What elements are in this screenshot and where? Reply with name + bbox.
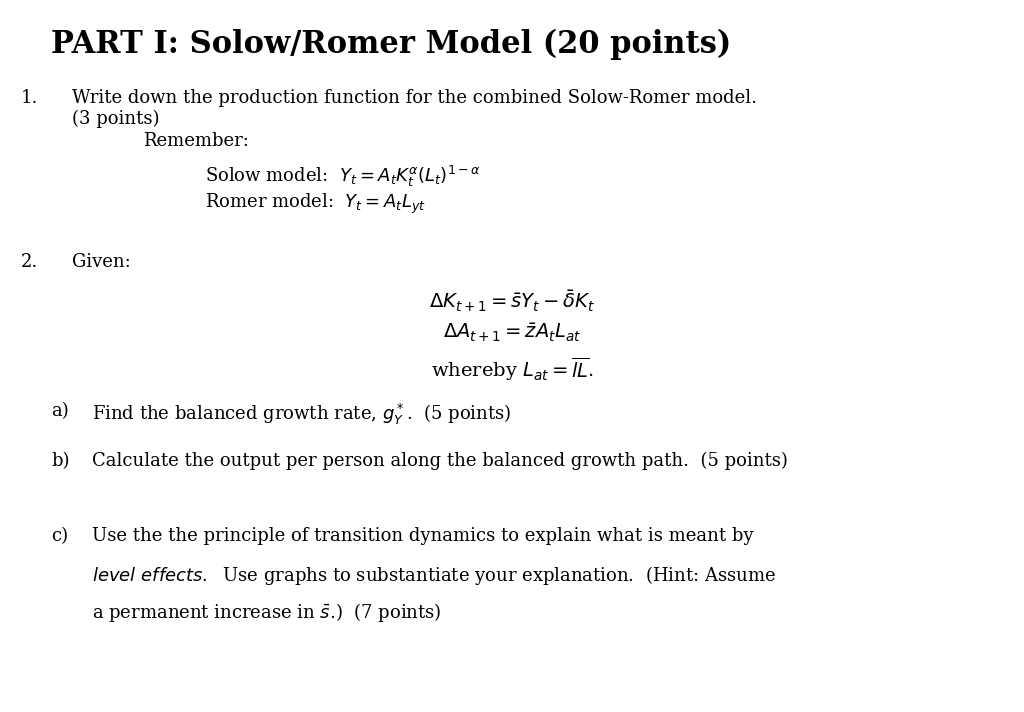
Text: Given:: Given: <box>72 253 130 271</box>
Text: $\Delta K_{t+1} = \bar{s}Y_t - \bar{\delta}K_t$: $\Delta K_{t+1} = \bar{s}Y_t - \bar{\del… <box>429 288 595 313</box>
Text: Use the the principle of transition dynamics to explain what is meant by: Use the the principle of transition dyna… <box>92 527 754 545</box>
Text: b): b) <box>51 452 70 470</box>
Text: whereby $L_{at} = \overline{lL}.$: whereby $L_{at} = \overline{lL}.$ <box>430 355 594 383</box>
Text: Solow model:  $Y_t = A_t K_t^{\alpha}(L_t)^{1-\alpha}$: Solow model: $Y_t = A_t K_t^{\alpha}(L_t… <box>205 164 480 189</box>
Text: c): c) <box>51 527 69 545</box>
Text: PART I: Solow/Romer Model (20 points): PART I: Solow/Romer Model (20 points) <box>51 28 731 60</box>
Text: Find the balanced growth rate, $g_Y^*$.  (5 points): Find the balanced growth rate, $g_Y^*$. … <box>92 402 511 427</box>
Text: a): a) <box>51 402 69 420</box>
Text: Calculate the output per person along the balanced growth path.  (5 points): Calculate the output per person along th… <box>92 452 788 471</box>
Text: a permanent increase in $\bar{s}$.)  (7 points): a permanent increase in $\bar{s}$.) (7 p… <box>92 601 441 624</box>
Text: Write down the production function for the combined Solow-Romer model.
(3 points: Write down the production function for t… <box>72 89 757 128</box>
Text: 2.: 2. <box>20 253 38 271</box>
Text: $\Delta A_{t+1} = \bar{z}A_t L_{at}$: $\Delta A_{t+1} = \bar{z}A_t L_{at}$ <box>442 322 582 344</box>
Text: Romer model:  $Y_t = A_t L_{yt}$: Romer model: $Y_t = A_t L_{yt}$ <box>205 192 426 216</box>
Text: 1.: 1. <box>20 89 38 107</box>
Text: $\it{level\ effects.}$  Use graphs to substantiate your explanation.  (Hint: Ass: $\it{level\ effects.}$ Use graphs to sub… <box>92 564 776 587</box>
Text: Remember:: Remember: <box>143 132 249 150</box>
